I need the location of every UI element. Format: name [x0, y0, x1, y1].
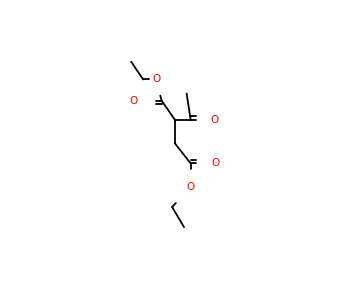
Text: O: O [210, 115, 219, 125]
Text: O: O [130, 96, 138, 106]
Text: O: O [152, 74, 160, 84]
Text: O: O [212, 158, 220, 168]
Text: O: O [187, 182, 195, 192]
